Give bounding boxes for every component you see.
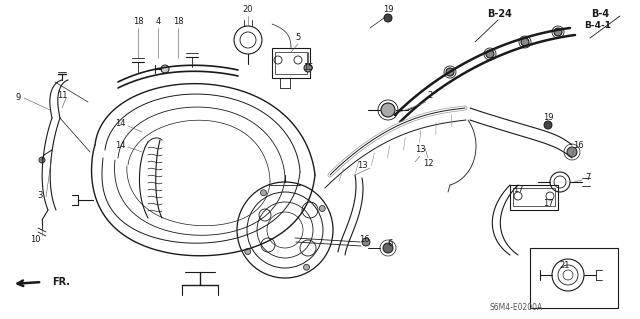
Circle shape — [381, 103, 395, 117]
Circle shape — [161, 65, 169, 73]
Bar — [272, 48, 310, 78]
Circle shape — [383, 243, 393, 253]
Text: 3: 3 — [37, 190, 43, 199]
Text: 12: 12 — [423, 160, 433, 168]
Text: S6M4-E0200A: S6M4-E0200A — [490, 303, 543, 313]
Circle shape — [319, 205, 325, 211]
Text: 19: 19 — [543, 114, 553, 122]
Bar — [530, 248, 618, 308]
Text: 19: 19 — [383, 5, 393, 14]
Text: 17: 17 — [513, 186, 524, 195]
Text: 13: 13 — [415, 145, 426, 154]
Bar — [275, 52, 307, 74]
Text: 18: 18 — [132, 18, 143, 26]
Text: 16: 16 — [573, 140, 583, 150]
Text: B-24: B-24 — [488, 9, 513, 19]
Text: 14: 14 — [115, 140, 125, 150]
Text: 7: 7 — [586, 174, 591, 182]
Circle shape — [446, 68, 454, 76]
Circle shape — [39, 157, 45, 163]
Text: 15: 15 — [303, 63, 313, 72]
Text: 9: 9 — [15, 93, 20, 102]
Text: 20: 20 — [243, 5, 253, 14]
Text: FR.: FR. — [52, 277, 70, 287]
Text: 11: 11 — [57, 92, 67, 100]
Circle shape — [521, 38, 529, 46]
Text: 17: 17 — [543, 198, 554, 207]
Text: 14: 14 — [115, 120, 125, 129]
Text: 5: 5 — [296, 33, 301, 42]
Circle shape — [544, 121, 552, 129]
Circle shape — [244, 249, 251, 255]
Circle shape — [260, 190, 266, 196]
Text: 16: 16 — [358, 235, 369, 244]
Circle shape — [384, 14, 392, 22]
Bar — [510, 185, 558, 210]
Text: 18: 18 — [173, 18, 183, 26]
Circle shape — [304, 64, 312, 72]
Circle shape — [567, 147, 577, 157]
Text: 13: 13 — [356, 161, 367, 170]
Text: 10: 10 — [29, 235, 40, 244]
Text: 2: 2 — [428, 92, 433, 100]
Text: 21: 21 — [560, 261, 570, 270]
Text: B-4-1: B-4-1 — [584, 21, 611, 31]
Circle shape — [554, 28, 562, 36]
Text: B-4: B-4 — [591, 9, 609, 19]
Circle shape — [303, 264, 310, 270]
Circle shape — [362, 238, 370, 246]
Text: 4: 4 — [156, 18, 161, 26]
Circle shape — [486, 50, 494, 58]
Bar — [513, 188, 555, 206]
Text: 6: 6 — [387, 240, 393, 249]
